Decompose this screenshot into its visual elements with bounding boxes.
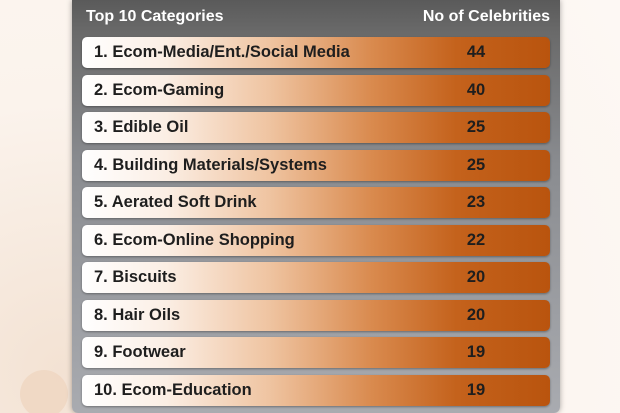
celebrity-count: 23: [466, 193, 486, 211]
category-label: 7. Biscuits: [94, 268, 177, 286]
category-label: 9. Footwear: [94, 343, 186, 361]
table-row: 7. Biscuits 20: [82, 262, 550, 293]
table-row: 9. Footwear 19: [82, 337, 550, 368]
celebrity-count: 25: [466, 155, 486, 174]
header-celebrity-count: No of Celebrities: [422, 8, 550, 25]
celebrity-count: 44: [466, 43, 486, 61]
table-row: 6. Ecom-Online Shopping 22: [82, 224, 550, 256]
table-row: 4. Building Materials/Systems 25: [82, 149, 550, 181]
category-label: 4. Building Materials/Systems: [94, 155, 327, 174]
table-row: 2. Ecom-Gaming 40: [82, 74, 550, 106]
header-categories: Top 10 Categories: [86, 8, 224, 25]
category-label: 2. Ecom-Gaming: [94, 80, 225, 99]
table-header: Top 10 Categories No of Celebrities: [72, 0, 560, 36]
background-figure-icon: [20, 370, 68, 413]
category-label: 3. Edible Oil: [94, 118, 189, 136]
category-label: 8. Hair Oils: [94, 305, 181, 324]
celebrity-count: 20: [466, 305, 486, 324]
category-label: 1. Ecom-Media/Ent./Social Media: [94, 43, 350, 61]
categories-table: Top 10 Categories No of Celebrities 1. E…: [72, 0, 560, 413]
table-row: 10. Ecom-Education 19: [82, 374, 550, 406]
table-body: 1. Ecom-Media/Ent./Social Media 44 2. Ec…: [82, 37, 550, 412]
celebrity-count: 19: [466, 343, 486, 361]
table-row: 1. Ecom-Media/Ent./Social Media 44: [82, 37, 550, 68]
celebrity-count: 25: [466, 118, 486, 136]
celebrity-count: 22: [466, 230, 486, 249]
category-label: 5. Aerated Soft Drink: [94, 193, 257, 211]
celebrity-count: 19: [466, 380, 486, 399]
table-row: 3. Edible Oil 25: [82, 112, 550, 143]
celebrity-count: 40: [466, 80, 486, 99]
celebrity-count: 20: [466, 268, 486, 286]
table-row: 5. Aerated Soft Drink 23: [82, 187, 550, 218]
category-label: 6. Ecom-Online Shopping: [94, 230, 295, 249]
category-label: 10. Ecom-Education: [94, 380, 252, 399]
table-row: 8. Hair Oils 20: [82, 299, 550, 331]
